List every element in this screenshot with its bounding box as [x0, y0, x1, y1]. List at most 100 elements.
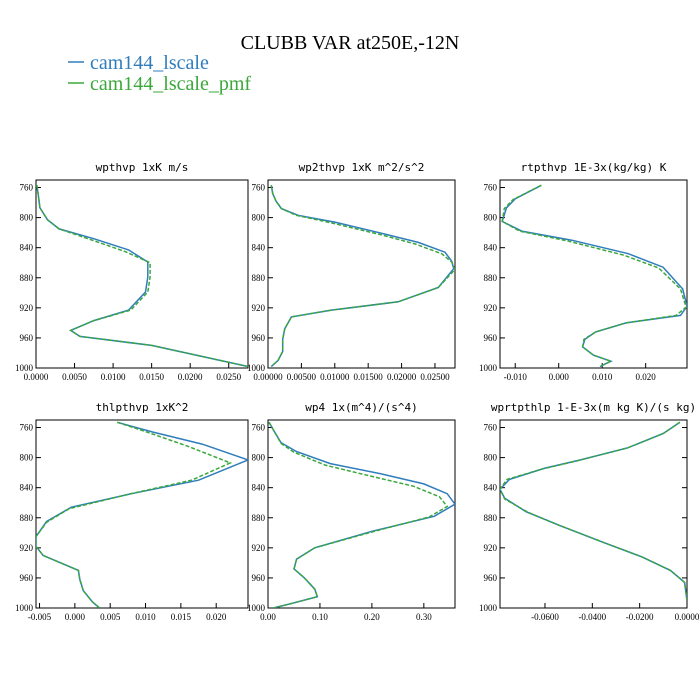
panel-6-xtick-label-3: 0.0000 [675, 612, 700, 622]
panel-2-xtick-label-3: 0.01500 [354, 372, 384, 382]
panel-5-ytick-label-4: 920 [252, 543, 266, 553]
panel-3-series-1-line [501, 184, 687, 368]
panel-2-ytick-label-1: 800 [252, 213, 266, 223]
panel-1-series-2-line [36, 185, 248, 368]
panel-2-ytick-label-4: 920 [252, 303, 266, 313]
panel-4-ytick-label-5: 960 [20, 573, 34, 583]
panel-1-xtick-label-0: 0.0000 [24, 372, 49, 382]
panel-4-xtick-label-3: 0.010 [135, 612, 156, 622]
panel-3-ytick-label-0: 760 [484, 183, 498, 193]
panel-6-xtick-label-1: -0.0400 [578, 612, 606, 622]
panel-4-title: thlpthvp 1xK^2 [96, 401, 189, 414]
panel-5-ytick-label-6: 1000 [247, 603, 266, 613]
panel-3-xtick-label-2: 0.010 [592, 372, 613, 382]
panel-5-title: wp4 1x(m^4)/(s^4) [305, 401, 418, 414]
panel-5-series-2-line [268, 421, 449, 608]
panel-4-ytick-label-1: 800 [20, 453, 34, 463]
panel-2-ytick-label-6: 1000 [247, 363, 266, 373]
panel-3-xtick-label-3: 0.020 [636, 372, 657, 382]
panel-4-xtick-label-1: 0.000 [65, 612, 86, 622]
panel-6-xtick-label-2: -0.0200 [626, 612, 654, 622]
panel-1-ytick-label-0: 760 [20, 183, 34, 193]
panel-4-ytick-label-3: 880 [20, 513, 34, 523]
panel-5-xtick-label-1: 0.10 [312, 612, 328, 622]
panel-5-xtick-label-2: 0.20 [364, 612, 380, 622]
panel-1-ytick-label-6: 1000 [15, 363, 34, 373]
panel-2-ytick-label-3: 880 [252, 273, 266, 283]
panel-2-ytick-label-2: 840 [252, 243, 266, 253]
panel-3: rtpthvp 1E-3x(kg/kg) K 760 800 840 880 920 960… [479, 161, 688, 382]
panel-2-xtick-label-1: 0.00500 [287, 372, 317, 382]
panel-2-series-1-line [270, 185, 455, 368]
panel-1: wpthvp 1xK m/s76080084088092096010000.00… [15, 161, 249, 382]
panel-1-ytick-label-4: 920 [20, 303, 34, 313]
panel-3-xtick-label-0: -0.010 [504, 372, 528, 382]
panel-2-title: wp2thvp 1xK m^2/s^2 [299, 161, 425, 174]
panel-3-ytick-label-1: 800 [484, 213, 498, 223]
panel-4-ytick-label-0: 760 [20, 423, 34, 433]
panel-1-xtick-label-1: 0.0050 [62, 372, 87, 382]
panel-1-ytick-label-2: 840 [20, 243, 34, 253]
panel-3-ytick-label-3: 880 [484, 273, 498, 283]
panel-1-frame [35, 179, 249, 369]
panel-2-xtick-label-0: 0.00000 [253, 372, 283, 382]
panel-4-series-1-line [36, 421, 248, 608]
panel-6-ytick-label-5: 960 [484, 573, 498, 583]
panel-grid: wpthvp 1xK m/s76080084088092096010000.00… [15, 161, 700, 622]
panel-4-ytick-label-2: 840 [20, 483, 34, 493]
panel-1-xtick-label-2: 0.0100 [101, 372, 126, 382]
panel-6-xtick-label-0: -0.0600 [531, 612, 559, 622]
panel-1-xtick-label-3: 0.0150 [139, 372, 164, 382]
panel-5: wp4 1x(m^4)/(s^4)76080084088092096010000… [247, 401, 456, 622]
panel-6-ytick-label-6: 1000 [479, 603, 498, 613]
legend: cam144_lscale cam144_lscale_pmf [68, 52, 251, 95]
panel-5-xtick-label-0: 0.00 [260, 612, 276, 622]
panel-2-ytick-label-5: 960 [252, 333, 266, 343]
panel-5-ytick-label-1: 800 [252, 453, 266, 463]
panel-6-title: wprtpthlp 1-E-3x(m kg K)/(s kg) [491, 401, 696, 414]
panel-6-ytick-label-1: 800 [484, 453, 498, 463]
panel-2-ytick-label-0: 760 [252, 183, 266, 193]
panel-4-xtick-label-2: 0.005 [100, 612, 121, 622]
panel-3-ytick-label-2: 840 [484, 243, 498, 253]
panel-5-ytick-label-5: 960 [252, 573, 266, 583]
panel-6-ytick-label-2: 840 [484, 483, 498, 493]
panel-4-xtick-label-5: 0.020 [206, 612, 227, 622]
panel-4-ytick-label-6: 1000 [15, 603, 34, 613]
panel-2-series-2-line [270, 185, 455, 368]
panel-3-ytick-label-4: 920 [484, 303, 498, 313]
legend-label-2: cam144_lscale_pmf [90, 73, 251, 95]
panel-5-xtick-label-3: 0.30 [416, 612, 432, 622]
panel-3-frame [499, 179, 688, 369]
legend-label-1: cam144_lscale [90, 52, 209, 74]
panel-2-xtick-label-4: 0.02000 [387, 372, 417, 382]
panel-5-ytick-label-2: 840 [252, 483, 266, 493]
panel-1-ytick-label-3: 880 [20, 273, 34, 283]
panel-1-ytick-label-5: 960 [20, 333, 34, 343]
panel-6-ytick-label-3: 880 [484, 513, 498, 523]
panel-1-xtick-label-5: 0.0250 [216, 372, 241, 382]
panel-2-xtick-label-2: 0.01000 [320, 372, 350, 382]
panel-1-ytick-label-1: 800 [20, 213, 34, 223]
panel-4-xtick-label-4: 0.015 [171, 612, 192, 622]
panel-6-ytick-label-4: 920 [484, 543, 498, 553]
panel-3-ytick-label-6: 1000 [479, 363, 498, 373]
panel-5-frame [267, 419, 456, 609]
panel-1-title: wpthvp 1xK m/s [96, 161, 189, 174]
panel-4-xtick-label-0: -0.005 [28, 612, 52, 622]
panel-3-xtick-label-1: 0.000 [549, 372, 570, 382]
panel-6: wprtpthlp 1-E-3x(m kg K)/(s kg) 760 800 840… [479, 401, 700, 622]
panel-2-frame [267, 179, 456, 369]
panel-3-series-2-line [501, 184, 687, 368]
panel-3-ytick-label-5: 960 [484, 333, 498, 343]
panel-5-ytick-label-3: 880 [252, 513, 266, 523]
panel-2-xtick-label-5: 0.02500 [420, 372, 450, 382]
panel-4-ytick-label-4: 920 [20, 543, 34, 553]
panel-1-xtick-label-4: 0.0200 [178, 372, 203, 382]
figure-title: CLUBB VAR at250E,-12N [241, 32, 460, 54]
panel-4-frame [35, 419, 249, 609]
panel-2: wp2thvp 1xK m^2/s^2 760 800 840 880 920 960 100… [247, 161, 456, 382]
panel-1-series-1-line [36, 185, 248, 368]
panel-4: thlpthvp 1xK^2 760 800 840 880 920 960 1000-0.0… [15, 401, 249, 622]
